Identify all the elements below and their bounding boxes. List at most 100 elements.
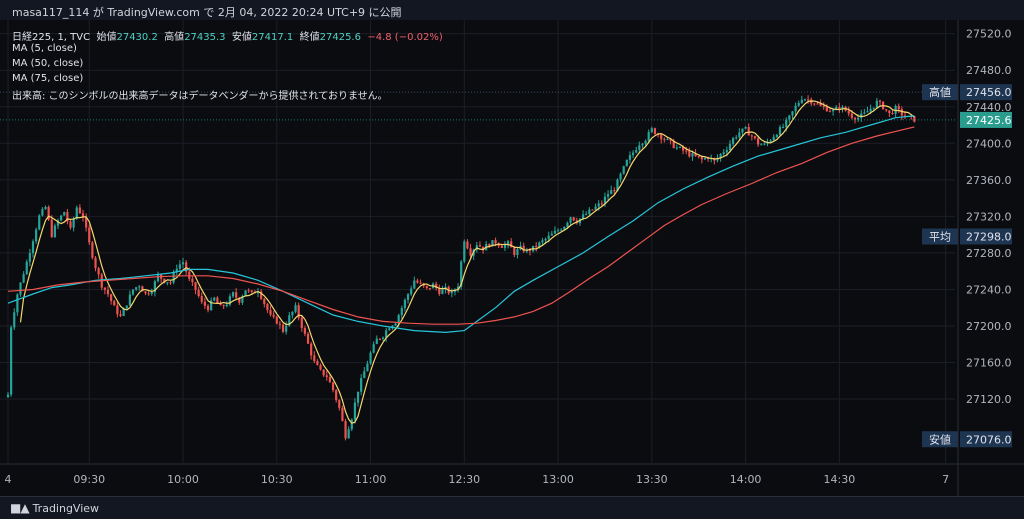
candle-body xyxy=(741,128,744,133)
tradingview-icon: ■▲ xyxy=(10,501,30,515)
candle-body xyxy=(794,105,797,112)
tag-value-bg-0 xyxy=(960,84,1012,101)
time-tick-9: 14:30 xyxy=(824,473,856,486)
candle-body xyxy=(294,305,297,312)
candle-body xyxy=(181,262,185,265)
candle-body xyxy=(200,296,203,302)
candle-body xyxy=(441,289,444,294)
candle-body xyxy=(850,113,853,118)
candle-body xyxy=(106,289,110,295)
candle-body xyxy=(310,343,313,356)
candle-body xyxy=(238,297,241,303)
candle-body xyxy=(88,227,91,243)
candle-body xyxy=(331,382,335,391)
candle-body xyxy=(488,244,491,247)
candle-body xyxy=(28,253,31,262)
candle-body xyxy=(438,288,441,294)
candle-body xyxy=(747,127,750,136)
candle-body xyxy=(266,304,269,311)
candle-body xyxy=(541,240,544,243)
candle-body xyxy=(406,294,410,300)
candle-body xyxy=(669,138,672,141)
candle-body xyxy=(47,206,50,220)
candle-body xyxy=(119,314,122,316)
ma50-legend[interactable]: MA (50, close) xyxy=(12,58,84,69)
candle-body xyxy=(425,285,428,289)
candle-body xyxy=(466,241,469,249)
candle-body xyxy=(75,207,78,219)
candle-body xyxy=(347,429,350,439)
chart-area[interactable]: 27520.0 27480.0 27440.0 27400.0 27360.0 27320… xyxy=(0,20,1024,496)
time-tick-3: 10:30 xyxy=(261,473,293,486)
candle-body xyxy=(328,377,332,383)
candle-body xyxy=(763,143,766,145)
price-tick-10: 27120.0 xyxy=(966,393,1012,406)
candle-body xyxy=(600,203,603,205)
tag-value-0: 27456.0 xyxy=(966,86,1012,99)
candle-body xyxy=(235,292,238,298)
tag-value-1: 27298.0 xyxy=(966,230,1012,243)
candle-body xyxy=(744,127,747,129)
candle-body xyxy=(625,159,628,167)
candle-body xyxy=(753,136,757,139)
candle-body xyxy=(375,338,378,345)
publish-header: masa117_114 が TradingView.com で 2月 04, 2… xyxy=(0,0,1024,21)
candle-body xyxy=(644,140,647,144)
candle-body xyxy=(31,241,35,254)
price-chart[interactable]: 27520.0 27480.0 27440.0 27400.0 27360.0 27320… xyxy=(0,20,1024,496)
candle-body xyxy=(94,257,97,269)
candle-body xyxy=(135,287,138,290)
candle-body xyxy=(722,152,725,154)
candle-body xyxy=(506,241,510,245)
candle-body xyxy=(335,390,338,401)
candle-body xyxy=(572,217,575,221)
candle-body xyxy=(653,128,657,134)
candle-body xyxy=(263,298,266,305)
tag-label-0: 高値 xyxy=(929,85,951,99)
candle-body xyxy=(597,203,600,207)
candle-body xyxy=(44,206,47,210)
candle-body xyxy=(728,143,732,151)
candle-body xyxy=(585,214,588,216)
candle-body xyxy=(828,111,832,113)
candle-body xyxy=(272,314,275,317)
ma5-legend[interactable]: MA (5, close) xyxy=(12,43,77,54)
candle-body xyxy=(591,209,594,211)
candle-body xyxy=(800,99,803,104)
candle-body xyxy=(450,291,453,294)
candle-body xyxy=(813,103,816,105)
tradingview-logo[interactable]: ■▲ TradingView xyxy=(10,501,99,515)
candle-body xyxy=(888,110,891,114)
candle-body xyxy=(210,300,213,311)
candle-body xyxy=(535,245,538,248)
candle-body xyxy=(144,291,147,294)
candle-body xyxy=(103,287,106,290)
candle-body xyxy=(478,245,482,247)
price-tick-0: 27520.0 xyxy=(966,28,1012,41)
candle-body xyxy=(863,112,866,114)
candle-body xyxy=(832,110,835,112)
candle-body xyxy=(35,229,38,242)
candle-body xyxy=(428,288,432,290)
candle-body xyxy=(150,292,153,294)
candle-body xyxy=(613,190,616,192)
candle-body xyxy=(550,233,553,236)
candle-body xyxy=(247,290,250,292)
candle-body xyxy=(756,138,760,145)
candle-body xyxy=(369,352,372,364)
time-tick-5: 12:30 xyxy=(448,473,480,486)
candle-body xyxy=(38,215,41,230)
candle-body xyxy=(222,305,225,307)
candle-body xyxy=(528,249,532,252)
candle-body xyxy=(581,214,585,219)
ma75-legend[interactable]: MA (75, close) xyxy=(12,73,84,84)
candle-body xyxy=(175,268,178,273)
candle-body xyxy=(616,179,619,192)
candle-body xyxy=(341,407,344,422)
price-tick-6: 27280.0 xyxy=(966,247,1012,260)
candle-body xyxy=(516,249,519,255)
candle-body xyxy=(366,363,369,372)
candle-body xyxy=(250,290,253,292)
candle-body xyxy=(491,240,494,247)
footer-bar: ■▲ TradingView xyxy=(0,496,1024,519)
